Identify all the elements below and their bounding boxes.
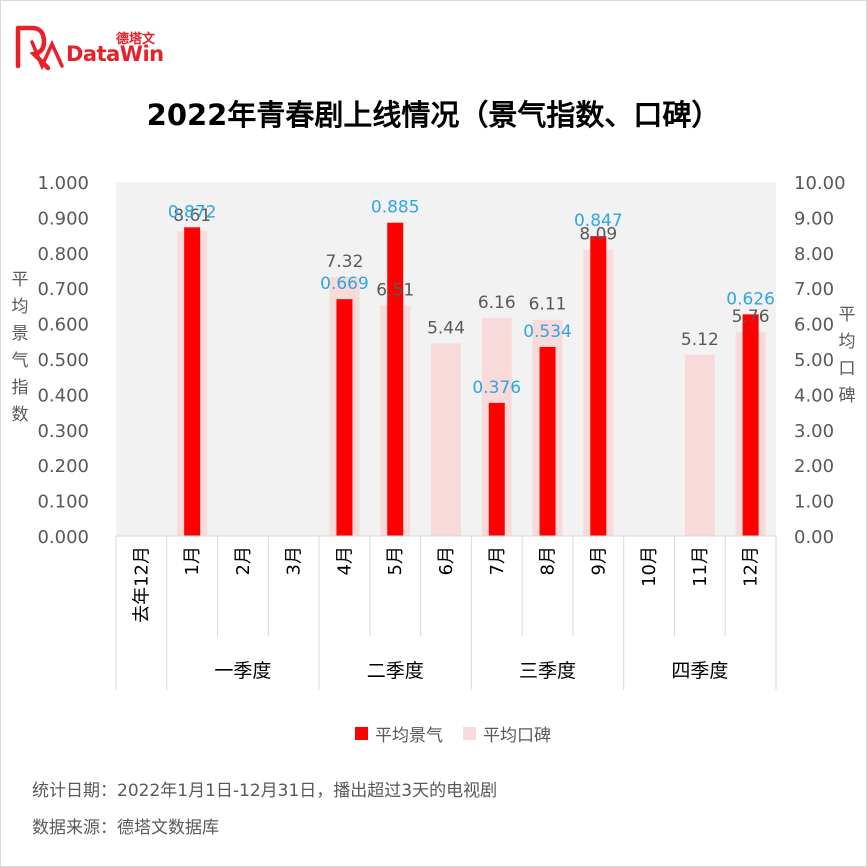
right-axis-title-text: 平均口碑: [838, 305, 856, 406]
data-label-景气: 0.626: [726, 289, 775, 309]
data-label-口碑: 6.51: [376, 281, 414, 301]
x-tick-label: 去年12月: [131, 546, 152, 623]
bar-口碑-6月: [431, 343, 461, 536]
legend-swatch-口碑: [463, 727, 476, 740]
x-tick-label: 3月: [284, 546, 305, 575]
left-axis-title-text: 平均景气指数: [11, 270, 29, 425]
data-label-口碑: 5.44: [427, 318, 465, 338]
bar-景气-5月: [387, 222, 404, 536]
x-group-label: 三季度: [519, 660, 576, 682]
y-left-tick-label: 0.800: [37, 244, 89, 265]
x-group-label: 四季度: [671, 660, 728, 682]
x-group-label: 一季度: [214, 660, 271, 682]
data-label-口碑: 5.12: [681, 330, 719, 350]
y-right-tick-label: 1.00: [794, 492, 834, 513]
x-tick-label: 1月: [182, 546, 203, 575]
y-left-tick-label: 0.400: [37, 385, 89, 406]
bar-景气-7月: [488, 402, 505, 536]
data-label-口碑: 6.11: [529, 295, 567, 315]
data-label-口碑: 6.16: [478, 293, 516, 313]
y-right-tick-label: 0.00: [794, 527, 834, 548]
logo-name-en: DataWin: [66, 42, 164, 66]
x-tick-label: 8月: [538, 546, 559, 575]
footer-date-range: 统计日期：2022年1月1日-12月31日，播出超过3天的电视剧: [32, 781, 498, 801]
x-tick-label: 5月: [385, 546, 406, 575]
data-label-口碑: 8.61: [173, 206, 211, 226]
data-label-景气: 0.872: [168, 202, 217, 222]
y-right-tick-label: 8.00: [794, 244, 834, 265]
data-label-口碑: 7.32: [326, 252, 364, 272]
x-tick-label: 6月: [436, 546, 457, 575]
x-group-label: 二季度: [367, 660, 424, 682]
y-left-tick-label: 0.200: [37, 456, 89, 477]
x-tick-label: 9月: [588, 546, 609, 575]
y-left-tick-label: 0.600: [37, 315, 89, 336]
data-label-景气: 0.376: [472, 378, 521, 398]
y-left-tick-label: 0.000: [37, 527, 89, 548]
x-tick-label: 4月: [334, 546, 355, 575]
legend-item-口碑: 平均口碑: [463, 721, 551, 746]
x-tick-label: 10月: [639, 546, 660, 587]
y-left-tick-label: 0.100: [37, 492, 89, 513]
y-left-tick-label: 0.900: [37, 208, 89, 229]
data-label-景气: 0.669: [320, 274, 369, 294]
bar-景气-4月: [336, 299, 353, 536]
y-left-tick-label: 1.000: [37, 173, 89, 194]
x-tick-label: 2月: [233, 546, 254, 575]
y-left-tick-label: 0.700: [37, 279, 89, 300]
data-label-口碑: 5.76: [732, 307, 770, 327]
y-left-tick-label: 0.300: [37, 421, 89, 442]
legend-label-口碑: 平均口碑: [483, 726, 551, 746]
right-axis-title: 平均口碑: [837, 302, 857, 410]
bar-景气-9月: [590, 236, 607, 537]
data-label-景气: 0.534: [523, 322, 572, 342]
footer-source: 数据来源：德塔文数据库: [32, 818, 219, 838]
logo-name-cn: 德塔文: [116, 32, 156, 47]
y-right-tick-label: 4.00: [794, 385, 834, 406]
y-right-tick-label: 5.00: [794, 350, 834, 371]
bar-景气-12月: [742, 314, 759, 536]
x-tick-label: 12月: [741, 546, 762, 587]
data-label-景气: 0.885: [371, 198, 420, 218]
bar-口碑-11月: [684, 354, 715, 536]
chart-title: 2022年青春剧上线情况（景气指数、口碑）: [146, 98, 721, 132]
chart-legend: 平均景气 平均口碑: [355, 721, 563, 746]
datawin-logo: [14, 22, 174, 74]
legend-swatch-景气: [355, 727, 368, 740]
y-right-tick-label: 2.00: [794, 456, 834, 477]
legend-label-景气: 平均景气: [375, 726, 443, 746]
y-right-tick-label: 3.00: [794, 421, 834, 442]
left-axis-title: 平均景气指数: [10, 267, 30, 429]
x-tick-label: 7月: [487, 546, 508, 575]
bar-景气-1月: [184, 227, 201, 536]
y-right-tick-label: 7.00: [794, 279, 834, 300]
y-right-tick-label: 6.00: [794, 315, 834, 336]
y-right-tick-label: 9.00: [794, 208, 834, 229]
data-label-景气: 0.847: [574, 211, 623, 231]
y-left-tick-label: 0.500: [37, 350, 89, 371]
x-tick-label: 11月: [690, 546, 711, 587]
bar-景气-8月: [539, 346, 556, 536]
data-label-口碑: 8.09: [579, 225, 617, 245]
legend-item-景气: 平均景气: [355, 721, 443, 746]
y-right-tick-label: 10.00: [794, 173, 846, 194]
